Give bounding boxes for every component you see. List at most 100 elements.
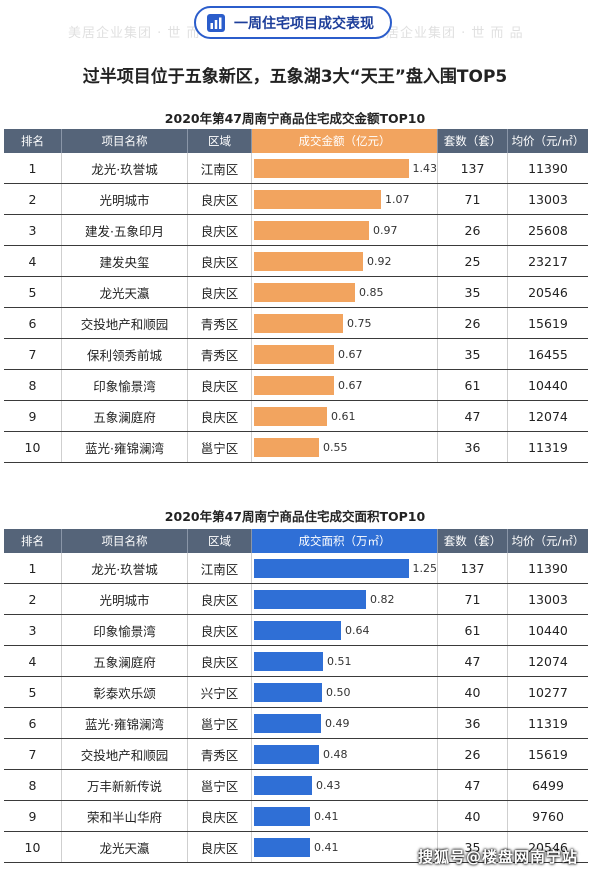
cell-project-name: 蓝光·雍锦澜湾 [62, 432, 188, 462]
cell-metric: 1.25 [252, 553, 438, 583]
cell-district: 良庆区 [188, 615, 252, 645]
cell-rank: 5 [4, 277, 62, 307]
page-headline: 过半项目位于五象新区，五象湖3大“天王”盘入围TOP5 [82, 67, 508, 87]
cell-project-name: 建发·五象印月 [62, 215, 188, 245]
cell-project-name: 光明城市 [62, 184, 188, 214]
cell-metric: 0.67 [252, 339, 438, 369]
cell-units: 40 [438, 801, 508, 831]
metric-value-label: 0.50 [326, 685, 351, 699]
table-row: 2 光明城市 良庆区 0.82 71 13003 [4, 584, 588, 615]
cell-rank: 1 [4, 153, 62, 183]
cell-district: 良庆区 [188, 184, 252, 214]
table-row: 4 五象澜庭府 良庆区 0.51 47 12074 [4, 646, 588, 677]
metric-value-label: 0.92 [367, 254, 392, 268]
metric-bar [254, 589, 366, 609]
cell-units: 26 [438, 739, 508, 769]
metric-bar [254, 651, 323, 671]
cell-units: 35 [438, 339, 508, 369]
header-district: 区域 [188, 129, 252, 153]
metric-bar [254, 313, 343, 333]
cell-district: 兴宁区 [188, 677, 252, 707]
header-rank: 排名 [4, 529, 62, 553]
cell-rank: 2 [4, 584, 62, 614]
cell-avg-price: 11390 [528, 560, 568, 576]
cell-district: 良庆区 [188, 401, 252, 431]
table-row: 3 建发·五象印月 良庆区 0.97 26 25608 [4, 215, 588, 246]
metric-bar [254, 806, 310, 826]
cell-avg-price: 13003 [528, 191, 568, 207]
cell-rank: 8 [4, 770, 62, 800]
table-header: 排名 项目名称 区域 成交面积（万㎡） 套数（套） 均价（元/㎡） [4, 529, 588, 553]
header-project: 项目名称 [62, 129, 188, 153]
cell-units: 137 [438, 153, 508, 183]
cell-rank: 1 [4, 553, 62, 583]
watermark-left: 美居企业集团 · 世 而 品 [68, 26, 220, 41]
source-watermark: 搜狐号@楼盘网南宁站 [418, 848, 579, 866]
header-rank: 排名 [4, 129, 62, 153]
metric-bar [254, 558, 409, 578]
metric-bar [254, 775, 312, 795]
cell-district: 江南区 [188, 153, 252, 183]
cell-metric: 0.43 [252, 770, 438, 800]
cell-rank: 10 [4, 432, 62, 462]
cell-rank: 7 [4, 739, 62, 769]
cell-units: 61 [438, 370, 508, 400]
cell-metric: 1.43 [252, 153, 438, 183]
metric-bar [254, 158, 409, 178]
cell-avg-price: 12074 [528, 408, 568, 424]
cell-units: 25 [438, 246, 508, 276]
cell-rank: 6 [4, 708, 62, 738]
metric-bar [254, 713, 321, 733]
cell-district: 良庆区 [188, 277, 252, 307]
cell-metric: 0.85 [252, 277, 438, 307]
cell-project-name: 建发央玺 [62, 246, 188, 276]
metric-bar [254, 437, 319, 457]
cell-units: 61 [438, 615, 508, 645]
cell-avg-price: 20546 [528, 284, 568, 300]
cell-metric: 0.48 [252, 739, 438, 769]
cell-units: 47 [438, 646, 508, 676]
metric-value-label: 0.97 [373, 223, 398, 237]
cell-district: 青秀区 [188, 308, 252, 338]
cell-units: 47 [438, 770, 508, 800]
metric-bar [254, 406, 327, 426]
cell-avg-price: 10440 [528, 377, 568, 393]
cell-units: 36 [438, 708, 508, 738]
cell-district: 良庆区 [188, 646, 252, 676]
metric-value-label: 0.41 [314, 809, 339, 823]
area-table: 排名 项目名称 区域 成交面积（万㎡） 套数（套） 均价（元/㎡） 1 龙光·玖誉… [4, 529, 588, 863]
cell-avg-price: 25608 [528, 222, 568, 238]
metric-value-label: 0.55 [323, 440, 348, 454]
header-units: 套数（套） [438, 129, 508, 153]
cell-metric: 0.55 [252, 432, 438, 462]
cell-project-name: 五象澜庭府 [62, 401, 188, 431]
table-row: 9 荣和半山华府 良庆区 0.41 40 9760 [4, 801, 588, 832]
header-avg-price: 均价（元/㎡） [511, 134, 585, 148]
metric-bar [254, 682, 322, 702]
metric-value-label: 1.43 [412, 161, 438, 175]
cell-avg-price: 20546 [528, 839, 568, 855]
cell-units: 26 [438, 215, 508, 245]
cell-metric: 0.97 [252, 215, 438, 245]
building-chart-icon [207, 13, 225, 32]
cell-units: 47 [438, 401, 508, 431]
cell-district: 良庆区 [188, 215, 252, 245]
cell-district: 青秀区 [188, 339, 252, 369]
cell-rank: 6 [4, 308, 62, 338]
cell-avg-price: 16455 [528, 346, 568, 362]
cell-metric: 0.61 [252, 401, 438, 431]
cell-project-name: 龙光天瀛 [62, 277, 188, 307]
cell-units: 35 [438, 277, 508, 307]
table-row: 10 龙光天瀛 良庆区 0.41 35 20546 [4, 832, 588, 863]
cell-rank: 9 [4, 801, 62, 831]
cell-avg-price: 9760 [532, 808, 564, 824]
cell-district: 良庆区 [188, 832, 252, 862]
watermark-right: 美居企业集团 · 世 而 品 [372, 26, 524, 41]
cell-metric: 0.41 [252, 801, 438, 831]
header-avg-price: 均价（元/㎡） [511, 534, 585, 548]
cell-metric: 0.51 [252, 646, 438, 676]
cell-rank: 10 [4, 832, 62, 862]
table-row: 4 建发央玺 良庆区 0.92 25 23217 [4, 246, 588, 277]
metric-bar [254, 189, 381, 209]
metric-value-label: 1.07 [385, 192, 410, 206]
